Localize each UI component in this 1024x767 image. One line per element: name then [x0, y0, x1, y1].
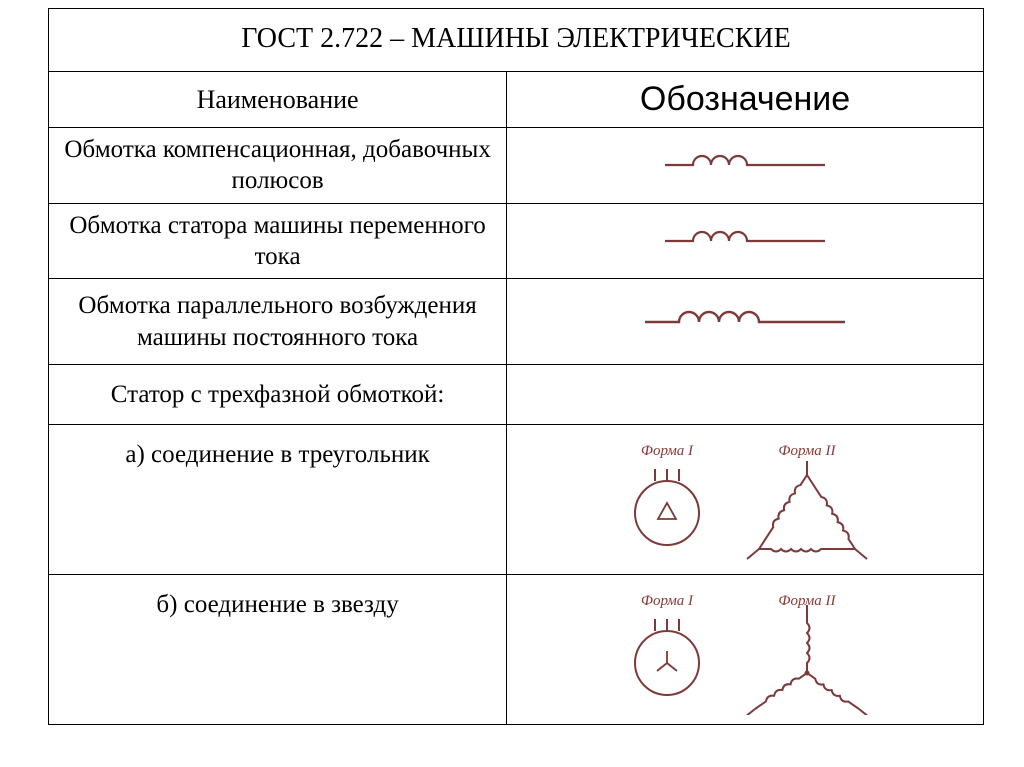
header-symbol: Обозначение — [507, 72, 984, 128]
row-symbol — [507, 365, 984, 425]
gost-table: ГОСТ 2.722 – МАШИНЫ ЭЛЕКТРИЧЕСКИЕ Наимен… — [48, 8, 984, 725]
table-title: ГОСТ 2.722 – МАШИНЫ ЭЛЕКТРИЧЕСКИЕ — [49, 9, 984, 72]
row-symbol: Форма I Форма II — [507, 425, 984, 575]
row-symbol — [507, 279, 984, 365]
row-symbol — [507, 203, 984, 279]
row-name: Обмотка компенсационная, добавочных полю… — [49, 128, 507, 204]
table-row: Обмотка параллельного возбуждения машины… — [49, 279, 984, 365]
row-symbol: Форма I Форма II — [507, 575, 984, 725]
header-name: Наименование — [49, 72, 507, 128]
row-name: б) соединение в звезду — [49, 575, 507, 725]
table-row: Обмотка компенсационная, добавочных полю… — [49, 128, 984, 204]
svg-text:Форма I: Форма I — [641, 443, 694, 459]
svg-text:Форма II: Форма II — [778, 443, 836, 459]
row-name: Обмотка параллельного возбуждения машины… — [49, 279, 507, 365]
row-symbol — [507, 128, 984, 204]
row-name: Статор с трехфазной обмоткой: — [49, 365, 507, 425]
table-row: Обмотка статора машины переменного тока — [49, 203, 984, 279]
svg-text:Форма I: Форма I — [641, 593, 694, 609]
row-name: Обмотка статора машины переменного тока — [49, 203, 507, 279]
table-row: а) соединение в треугольник Форма I Форм… — [49, 425, 984, 575]
table-row: б) соединение в звезду Форма I Форма II — [49, 575, 984, 725]
row-name: а) соединение в треугольник — [49, 425, 507, 575]
table-row: Статор с трехфазной обмоткой: — [49, 365, 984, 425]
